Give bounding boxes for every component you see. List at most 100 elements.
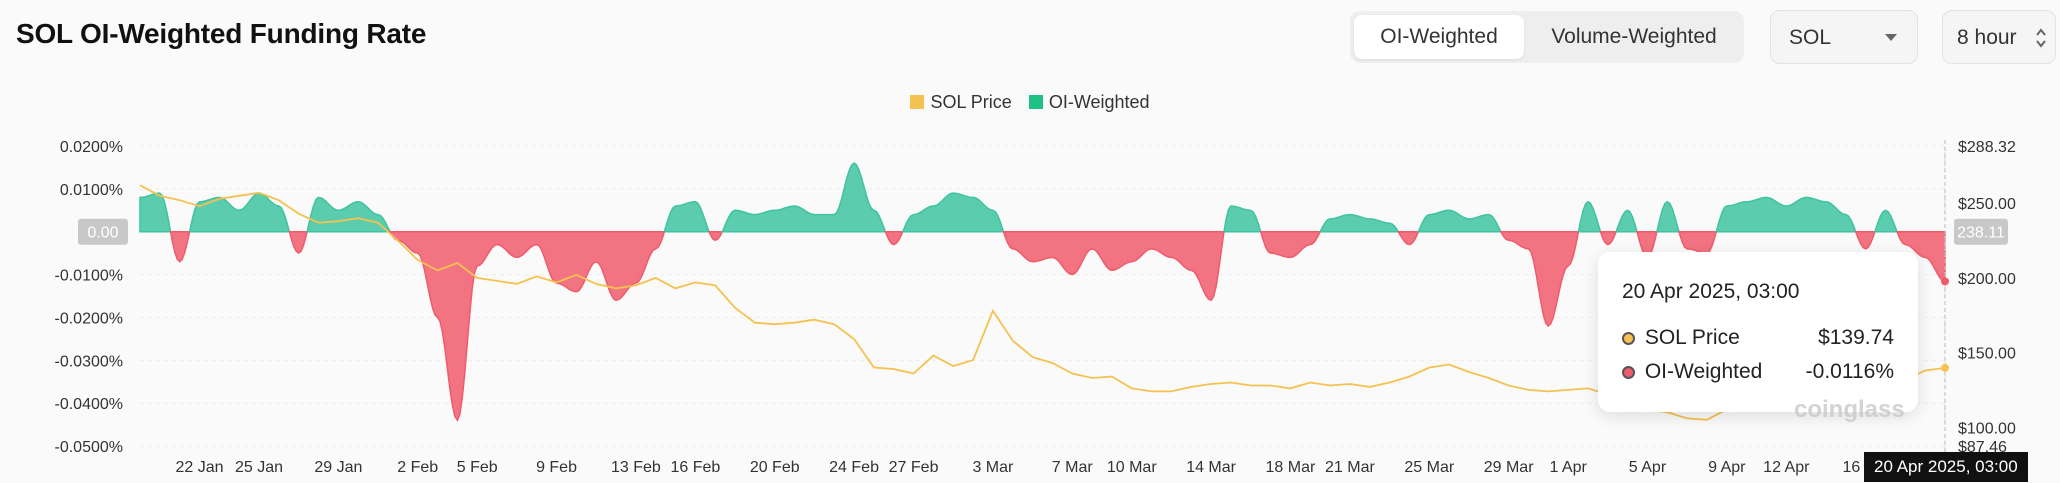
- caret-down-icon: [1885, 34, 1897, 41]
- crosshair-layer: [1941, 140, 1949, 452]
- y-right-tick: 238.11: [1957, 225, 2005, 242]
- hover-point-price: [1941, 363, 1949, 372]
- funding-positive-area: [139, 192, 172, 233]
- tooltip-date: 20 Apr 2025, 03:00: [1622, 280, 1800, 303]
- x-tick: 29 Mar: [1484, 459, 1534, 476]
- x-tick: 9 Apr: [1708, 459, 1746, 476]
- funding-negative-area: [169, 230, 191, 263]
- x-tick: 13 Feb: [611, 459, 661, 476]
- y-left-tick: -0.0300%: [55, 353, 124, 370]
- funding-positive-area: [1417, 209, 1503, 233]
- legend-label-price: SOL Price: [930, 92, 1012, 112]
- y-left-tick: -0.0500%: [55, 439, 124, 456]
- x-tick: 5 Feb: [457, 459, 498, 476]
- x-tick: 24 Feb: [829, 459, 879, 476]
- funding-positive-area: [1577, 200, 1602, 233]
- tooltip-label-price: SOL Price: [1644, 326, 1740, 349]
- funding-negative-area: [1396, 230, 1420, 246]
- funding-negative-area: [1259, 230, 1322, 259]
- y-right-tick: $100.00: [1958, 420, 2016, 437]
- x-tick: 22 Jan: [175, 459, 223, 476]
- funding-positive-area: [1615, 209, 1638, 233]
- x-tick: 12 Apr: [1763, 459, 1810, 476]
- x-tick: 10 Mar: [1107, 459, 1157, 476]
- x-tick: 3 Mar: [972, 459, 1014, 476]
- x-tick: 5 Apr: [1629, 459, 1667, 476]
- updown-chevron-icon: [2036, 28, 2046, 48]
- legend-oi-weighted[interactable]: OI-Weighted: [1028, 92, 1150, 113]
- funding-positive-area: [663, 200, 711, 233]
- funding-negative-area: [1002, 230, 1225, 302]
- funding-positive-area: [306, 196, 392, 233]
- funding-positive-area: [721, 162, 887, 233]
- x-tick: 27 Feb: [889, 459, 939, 476]
- interval-select[interactable]: 8 hour: [1942, 10, 2056, 64]
- y-left-tick: 0.00: [87, 225, 118, 242]
- y-left-tick: 0.0100%: [60, 182, 123, 199]
- tooltip-row-price: SOL Price $139.74: [1622, 326, 1894, 350]
- funding-negative-area: [1895, 230, 1946, 283]
- funding-positive-area: [1223, 205, 1262, 233]
- funding-positive-area: [1715, 196, 1857, 233]
- x-tick: 25 Jan: [235, 459, 283, 476]
- x-tick: 25 Mar: [1404, 459, 1454, 476]
- y-left-tick: -0.0400%: [55, 396, 124, 413]
- volume-weighted-tab[interactable]: Volume-Weighted: [1551, 25, 1717, 48]
- funding-positive-area: [901, 192, 1005, 233]
- funding-negative-area: [707, 230, 724, 242]
- weighting-toggle: OI-Weighted Volume-Weighted: [1350, 11, 1744, 63]
- funding-negative-area: [288, 230, 309, 255]
- x-tick: 14 Mar: [1186, 459, 1236, 476]
- tooltip-value-price: $139.74: [1818, 326, 1894, 349]
- funding-positive-area: [1655, 200, 1680, 233]
- right-axis-ticks: $288.32 $250.00 238.11 $200.00 $150.00 $100.0…: [1944, 139, 2016, 456]
- watermark: coinglass: [1794, 396, 1905, 423]
- price-badge: [1954, 218, 2008, 245]
- x-tick: 2 Feb: [397, 459, 438, 476]
- x-tick: 29 Jan: [314, 459, 362, 476]
- chart-tooltip: 20 Apr 2025, 03:00 SOL Price $139.74 OI-…: [1598, 252, 1918, 412]
- zero-badge: [78, 218, 128, 245]
- y-right-tick: $87.46: [1958, 439, 2007, 456]
- funding-rate-area: [139, 162, 1946, 422]
- x-tick: 9 Feb: [536, 459, 577, 476]
- tooltip-row-oi: OI-Weighted -0.0116%: [1622, 360, 1894, 384]
- y-left-tick: -0.0200%: [55, 310, 124, 327]
- funding-positive-area: [1873, 209, 1899, 233]
- funding-positive-area: [1318, 213, 1400, 233]
- y-left-tick: -0.0100%: [55, 268, 124, 285]
- x-tick: 1 Apr: [1549, 459, 1587, 476]
- interval-select-value: 8 hour: [1957, 26, 2017, 49]
- tooltip-label-oi: OI-Weighted: [1644, 360, 1763, 383]
- x-tick: 21 Mar: [1325, 459, 1375, 476]
- funding-negative-area: [1678, 230, 1718, 254]
- x-tick: 18 Mar: [1266, 459, 1316, 476]
- page-title: SOL OI-Weighted Funding Rate: [16, 18, 427, 49]
- coin-select-value: SOL: [1789, 26, 1832, 49]
- legend-swatch-oi: [1028, 95, 1043, 109]
- y-left-tick: 0.0200%: [60, 139, 123, 156]
- funding-negative-area: [1499, 230, 1580, 328]
- tooltip-dot-price: [1622, 332, 1635, 345]
- y-right-tick: $200.00: [1958, 271, 2016, 288]
- tooltip-dot-oi: [1622, 366, 1635, 379]
- legend-label-oi: OI-Weighted: [1048, 92, 1150, 112]
- funding-negative-area: [884, 230, 904, 246]
- chart-legend: SOL Price OI-Weighted: [0, 92, 2060, 113]
- funding-negative-area: [388, 230, 666, 422]
- y-right-tick: $150.00: [1958, 346, 2016, 363]
- x-tick: 20 Feb: [750, 459, 800, 476]
- y-right-tick: $250.00: [1958, 196, 2016, 213]
- crosshair-date-label: 20 Apr 2025, 03:00: [1864, 452, 2028, 482]
- legend-swatch-price: [910, 95, 925, 109]
- y-right-tick: $288.32: [1958, 139, 2016, 156]
- oi-weighted-tab[interactable]: OI-Weighted: [1354, 15, 1524, 59]
- funding-positive-area: [188, 192, 291, 233]
- coin-select[interactable]: SOL: [1770, 10, 1918, 64]
- funding-negative-area: [1854, 230, 1876, 250]
- hover-point-oi: [1941, 277, 1949, 286]
- tooltip-value-oi: -0.0116%: [1805, 360, 1894, 383]
- funding-negative-area: [1599, 230, 1618, 246]
- legend-sol-price[interactable]: SOL Price: [910, 92, 1012, 113]
